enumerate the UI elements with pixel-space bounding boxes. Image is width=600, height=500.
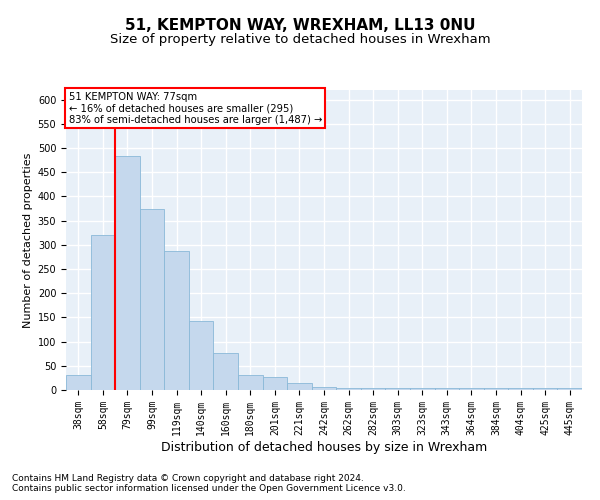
Y-axis label: Number of detached properties: Number of detached properties: [23, 152, 34, 328]
Bar: [287, 382, 312, 390]
Bar: [361, 388, 385, 390]
Text: Contains public sector information licensed under the Open Government Licence v3: Contains public sector information licen…: [12, 484, 406, 493]
Bar: [385, 388, 410, 390]
Bar: [508, 388, 533, 390]
Bar: [214, 352, 238, 390]
Bar: [164, 251, 189, 390]
Text: Size of property relative to detached houses in Wrexham: Size of property relative to detached ho…: [110, 32, 490, 46]
Bar: [434, 388, 459, 390]
Bar: [263, 377, 287, 390]
Bar: [459, 388, 484, 390]
Bar: [66, 376, 91, 390]
Bar: [557, 388, 582, 390]
Bar: [533, 388, 557, 390]
Bar: [336, 388, 361, 390]
Bar: [91, 235, 115, 390]
X-axis label: Distribution of detached houses by size in Wrexham: Distribution of detached houses by size …: [161, 440, 487, 454]
Bar: [410, 388, 434, 390]
Bar: [484, 388, 508, 390]
Bar: [189, 321, 214, 390]
Text: 51 KEMPTON WAY: 77sqm
← 16% of detached houses are smaller (295)
83% of semi-det: 51 KEMPTON WAY: 77sqm ← 16% of detached …: [68, 92, 322, 124]
Bar: [312, 386, 336, 390]
Bar: [238, 376, 263, 390]
Bar: [140, 208, 164, 390]
Text: Contains HM Land Registry data © Crown copyright and database right 2024.: Contains HM Land Registry data © Crown c…: [12, 474, 364, 483]
Bar: [115, 156, 140, 390]
Text: 51, KEMPTON WAY, WREXHAM, LL13 0NU: 51, KEMPTON WAY, WREXHAM, LL13 0NU: [125, 18, 475, 32]
